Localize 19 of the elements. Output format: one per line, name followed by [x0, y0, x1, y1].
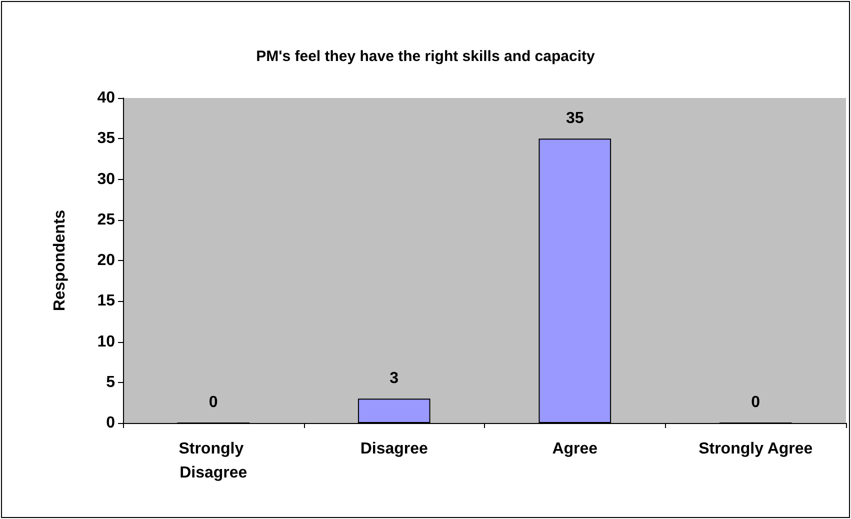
y-tick-label: 35 [97, 130, 116, 148]
data-label: 0 [751, 394, 760, 411]
data-label: 3 [390, 370, 399, 388]
y-tick-label: 10 [97, 333, 116, 350]
x-tick-label: Strongly Disagree [178, 440, 248, 482]
y-tick-label: 20 [97, 252, 116, 269]
y-axis-title: Respondents [52, 210, 68, 312]
y-tick-label: 15 [97, 292, 116, 310]
x-tick-label: Agree [552, 440, 598, 458]
data-label: 0 [208, 394, 218, 411]
chart-title: PM's feel they have the right skills and capacity [256, 48, 596, 65]
y-tick-label: 5 [106, 374, 116, 391]
y-tick-label: 30 [97, 170, 116, 188]
x-tick-label: Disagree [360, 440, 428, 458]
y-tick-label: 40 [97, 90, 116, 106]
y-tick-label: 25 [97, 211, 116, 228]
data-label: 35 [566, 110, 584, 128]
x-tick-label: Strongly Agree [698, 440, 813, 458]
y-tick-label: 0 [106, 414, 116, 432]
